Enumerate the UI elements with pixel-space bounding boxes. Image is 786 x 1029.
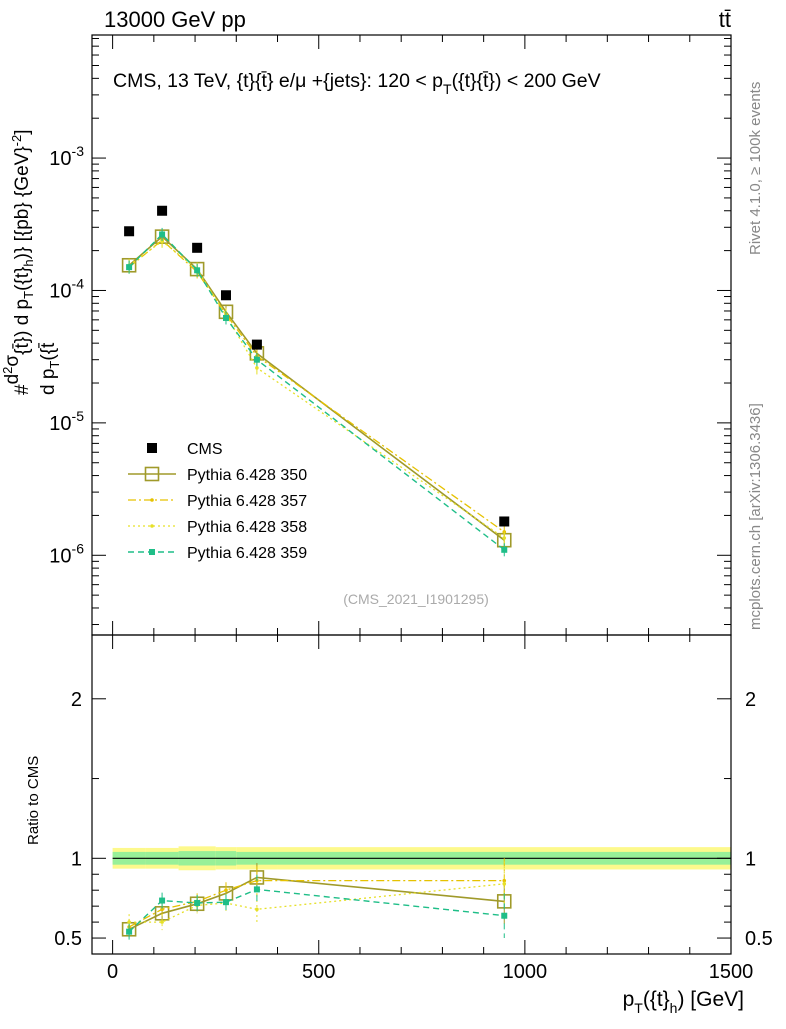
ratio-y-tick-label: 0.5 (54, 928, 82, 950)
main-y-tick-label: 10-6 (49, 540, 84, 567)
legend-item-p350: Pythia 6.428 350 (128, 466, 307, 484)
data-point-p359 (253, 356, 260, 363)
data-point-cms (220, 290, 231, 301)
legend-label-p357: Pythia 6.428 357 (187, 493, 307, 510)
data-point-cms (499, 516, 510, 527)
legend-label-p358: Pythia 6.428 358 (187, 519, 307, 536)
legend-marker-p358 (150, 524, 154, 528)
ratio-point-p359 (222, 899, 229, 906)
ratio-y-tick-label-right: 2 (745, 689, 756, 711)
main-data-marks (121, 205, 512, 557)
series-line-p357 (128, 239, 505, 533)
data-point-cms (124, 226, 135, 237)
process-label: tt̄ (719, 7, 731, 32)
ratio-point-p359 (159, 897, 166, 904)
ratio-plot-panel: 0.5 0.5 1 1 2 2 0 500 1000 1500 Ratio to CMS pT({… (25, 634, 773, 1016)
ratio-y-tick-label: 1 (71, 848, 82, 870)
energy-label: 13000 GeV pp (104, 7, 246, 32)
ratio-point-p359 (126, 928, 133, 935)
ratio-line-p357 (128, 879, 505, 928)
data-point-cms (251, 339, 262, 350)
ratio-point-p357 (224, 888, 228, 892)
ratio-point-p359 (501, 912, 508, 919)
data-point-p359 (159, 231, 166, 238)
legend-label-p359: Pythia 6.428 359 (187, 545, 307, 562)
ratio-point-p359 (253, 886, 260, 893)
series-line-p358 (128, 240, 505, 539)
data-point-p359 (126, 264, 133, 271)
ratio-point-p358 (502, 882, 507, 886)
ratio-plot-frame (91, 634, 732, 955)
series-line-p350 (128, 235, 505, 541)
data-point-cms (192, 242, 203, 253)
data-point-p359 (501, 546, 508, 553)
legend-marker-p357 (150, 498, 154, 502)
data-point-p358 (160, 239, 164, 244)
analysis-id-label: (CMS_2021_I1901295) (343, 591, 489, 607)
main-plot-panel: 10-6 10-5 10-4 10-3 CMS, 13 TeV, {t}{t̄} e/… (0, 34, 732, 636)
x-tick-label: 1500 (709, 961, 754, 983)
ratio-line-p358 (129, 883, 505, 923)
ratio-point-p358 (255, 907, 259, 912)
ratio-y-tick-label-right: 1 (745, 848, 756, 870)
mcplots-label: mcplots.cern.ch [arXiv:1306.3436] (747, 403, 764, 630)
ratio-point-p358 (127, 920, 131, 924)
x-tick-label: 1000 (503, 961, 548, 983)
legend-marker-p359 (149, 549, 155, 555)
x-axis-label: pT({t}h) [GeV] (623, 988, 744, 1016)
ratio-line-p359 (128, 888, 505, 933)
ratio-point-p357 (502, 878, 507, 883)
legend-label-cms: CMS (187, 441, 223, 458)
legend: CMS Pythia 6.428 350 Pythia 6.428 357 Pythi… (128, 441, 307, 562)
data-point-cms (157, 205, 168, 216)
ratio-point-p357 (160, 907, 164, 912)
ratio-y-tick-label-right: 0.5 (745, 928, 773, 950)
series-line-p359 (128, 233, 505, 551)
data-point-p359 (194, 267, 201, 274)
ratio-y-tick-label: 2 (71, 689, 82, 711)
ratio-y-axis-label: Ratio to CMS (25, 756, 42, 845)
legend-marker-cms (147, 443, 157, 453)
ratio-data-marks (112, 846, 731, 940)
main-y-axis-label-denominator: d pT({t̄ (38, 342, 62, 395)
main-y-tick-label: 10-4 (49, 275, 84, 302)
data-point-p358 (502, 536, 507, 540)
main-axes: 10-6 10-5 10-4 10-3 (49, 35, 732, 635)
x-tick-label: 500 (302, 961, 335, 983)
main-y-tick-label: 10-3 (49, 143, 84, 170)
ratio-point-p359 (194, 899, 201, 906)
legend-item-p358: Pythia 6.428 358 (128, 519, 307, 536)
legend-item-cms: CMS (147, 441, 223, 458)
legend-item-p357: Pythia 6.428 357 (128, 493, 307, 510)
data-point-p358 (255, 366, 259, 370)
rivet-version-label: Rivet 4.1.0, ≥ 100k events (747, 82, 764, 255)
legend-marker-p350 (144, 466, 160, 482)
main-y-axis-label: #d2σ{t̄}) d pT({t}h)} [{pb} {GeV}-2] (0, 129, 36, 395)
ratio-point-p358 (160, 920, 164, 924)
ratio-axes: 0.5 0.5 1 1 2 2 0 500 1000 1500 (54, 635, 773, 983)
x-tick-label: 0 (107, 961, 118, 983)
legend-label-p350: Pythia 6.428 350 (187, 467, 307, 484)
ratio-line-p350 (128, 876, 505, 931)
legend-item-p359: Pythia 6.428 359 (128, 545, 307, 562)
data-point-p359 (222, 314, 229, 321)
main-title: CMS, 13 TeV, {t}{t̄} e/μ +{jets}: 120 < … (113, 70, 601, 97)
main-y-tick-label: 10-5 (49, 408, 84, 435)
